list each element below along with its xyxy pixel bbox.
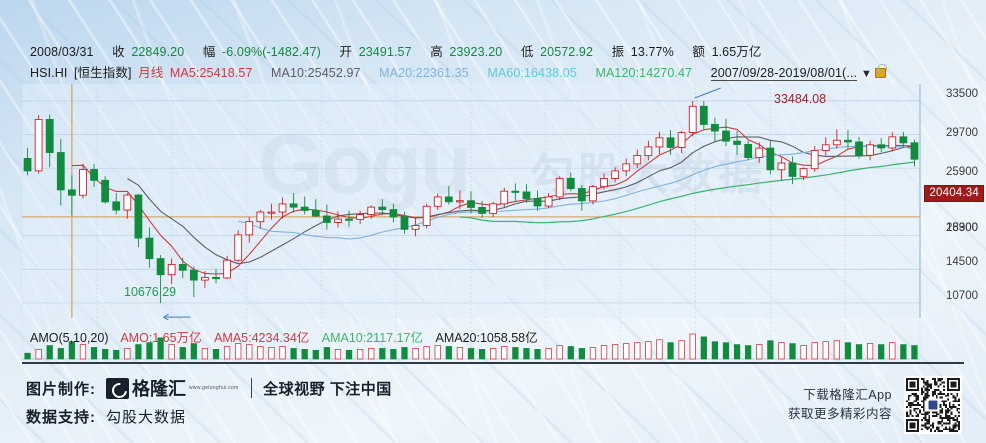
amo-value: AMO:1.65万亿 [120, 331, 202, 345]
quote-date: 2008/03/31 [30, 45, 94, 59]
qr-call-to-action: 下载格隆汇App 获取更多精彩内容 [788, 386, 892, 424]
close-label: 收 [112, 45, 125, 59]
gelonghui-logo-icon [106, 377, 129, 399]
footer-credit-line: 图片制作: 格隆汇 www.gelonghui.com 全球视野 下注中国 [26, 374, 392, 402]
close-value: 22849.20 [131, 45, 185, 59]
brand-url: www.gelonghui.com [189, 385, 239, 391]
turnover-value: 1.65万亿 [711, 45, 762, 59]
qr-code-svg [906, 378, 960, 432]
low-label: 低 [520, 45, 534, 59]
made-by-label: 图片制作: [26, 380, 96, 398]
brand-slogan: 全球视野 下注中国 [263, 380, 392, 398]
low-value: 20572.92 [540, 45, 594, 59]
symbol-code: HSI.HI [30, 66, 68, 80]
y-axis-label-2: 25900 [946, 166, 978, 178]
qr-cta-line2: 获取更多精彩内容 [787, 407, 892, 421]
change-value: -6.09%(-1482.47) [222, 45, 321, 59]
change-label: 幅 [202, 45, 216, 59]
y-axis-label-6: 10700 [946, 290, 978, 302]
open-label: 开 [339, 45, 353, 59]
y-axis-label-4: 18300 [946, 222, 978, 234]
ma60-legend: MA60:16438.05 [487, 66, 577, 80]
volume-chart[interactable] [0, 318, 986, 362]
candlestick-chart[interactable] [0, 80, 986, 320]
ma20-legend: MA20:22361.35 [379, 66, 469, 80]
high-label: 高 [430, 45, 443, 59]
symbol-name: [恒生指数] [74, 66, 132, 80]
ama20-value: AMA20:1058.58亿 [435, 331, 538, 345]
qr-cta-line1: 下载格隆汇App [803, 388, 892, 402]
y-axis-label-3: 25900 [946, 222, 978, 234]
chevron-down-icon[interactable]: ▼ [861, 68, 873, 80]
high-value: 23923.20 [449, 45, 503, 59]
chart-canvas [21, 84, 921, 320]
amplitude-label: 振 [611, 45, 625, 59]
lock-icon[interactable] [875, 64, 888, 78]
ama5-value: AMA5:4234.34亿 [214, 331, 310, 345]
footer-source-line: 数据支持: 勾股大数据 [26, 402, 392, 430]
qr-code-image[interactable] [904, 376, 962, 434]
trough-annotation-value: 10676.29 [124, 285, 177, 299]
peak-annotation: 33484.08 [774, 92, 826, 106]
last-price-badge: 20404.34 [924, 185, 984, 202]
period-label[interactable]: 月线 [138, 66, 164, 80]
footer-bar: 图片制作: 格隆汇 www.gelonghui.com 全球视野 下注中国 数据… [0, 362, 986, 443]
volume-canvas [21, 322, 921, 360]
footer-left-block: 图片制作: 格隆汇 www.gelonghui.com 全球视野 下注中国 数据… [26, 374, 392, 430]
ma5-legend: MA5:25418.57 [169, 66, 253, 80]
vertical-divider [250, 378, 253, 398]
ma10-legend: MA10:25452.97 [271, 66, 361, 80]
trough-annotation: 10676.29 [124, 285, 176, 299]
footer-right-block: 下载格隆汇App 获取更多精彩内容 [788, 376, 962, 434]
y-axis-label-5: 14500 [946, 256, 978, 268]
amplitude-value: 13.77% [630, 45, 674, 59]
peak-annotation-value: 33484.08 [774, 92, 827, 106]
brand-name: 格隆汇 [132, 379, 186, 399]
open-value: 23491.57 [358, 45, 412, 59]
y-axis-label-0: 33500 [946, 88, 978, 100]
ama10-value: AMA10:2117.17亿 [321, 331, 423, 345]
y-axis-label-1: 29700 [946, 127, 978, 139]
turnover-label: 额 [692, 45, 705, 59]
ma-legend-row: HSI.HI [恒生指数] 月线 MA5:25418.57 MA10:25452… [30, 62, 976, 81]
data-source-name: 勾股大数据 [106, 408, 187, 426]
amo-indicator-legend: AMO(5,10,20) AMO:1.65万亿 AMA5:4234.34亿 AM… [30, 327, 538, 346]
data-support-label: 数据支持: [26, 408, 96, 426]
date-range-selector[interactable]: 2007/09/28-2019/08/01(... [710, 66, 858, 81]
quote-info-row: 2008/03/31 收 22849.20 幅 -6.09%(-1482.47)… [30, 41, 976, 60]
ma120-legend: MA120:14270.47 [595, 66, 693, 80]
footer-divider-rule [22, 362, 964, 364]
amo-title: AMO(5,10,20) [30, 331, 109, 345]
